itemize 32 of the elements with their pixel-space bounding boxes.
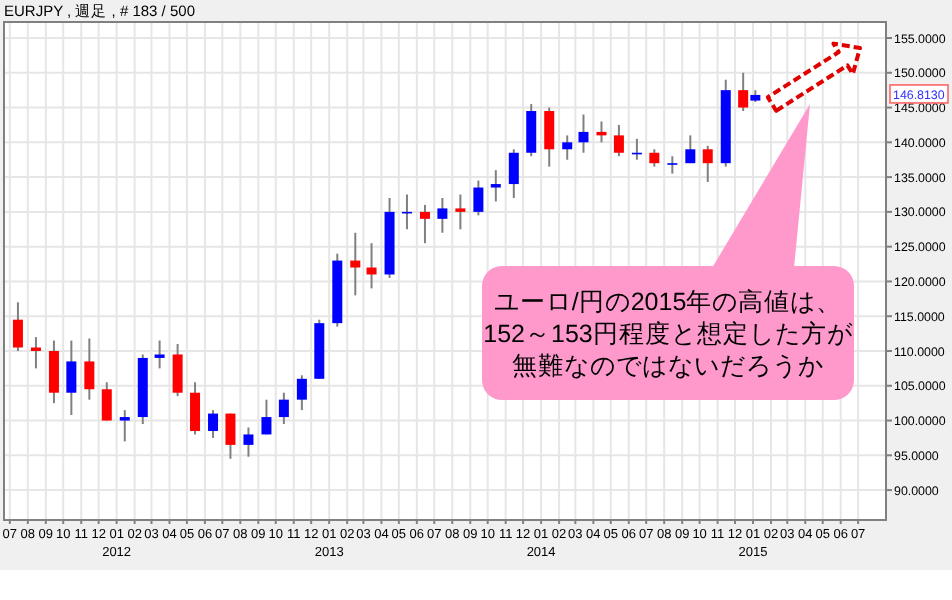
- candlestick: [154, 339, 165, 370]
- candlestick: [12, 301, 23, 352]
- candlestick: [490, 169, 501, 203]
- candlestick: [225, 412, 236, 460]
- candlestick: [437, 196, 448, 234]
- candlestick: [578, 113, 589, 154]
- annotation: ユーロ/円の2015年の高値は、152～153円程度と想定した方が無難なのではないだろうか: [482, 286, 854, 382]
- candlestick: [544, 106, 555, 168]
- candlestick: [473, 179, 484, 217]
- candlestick: [261, 398, 272, 436]
- candlestick: [667, 155, 678, 175]
- candlestick: [101, 381, 112, 422]
- candlestick: [702, 144, 713, 183]
- candlestick: [119, 409, 130, 443]
- candlestick: [508, 148, 519, 199]
- candlestick: [296, 374, 307, 412]
- candlestick: [48, 339, 59, 405]
- candlestick: [278, 391, 289, 426]
- candlestick: [613, 123, 624, 158]
- candlestick: [419, 203, 430, 245]
- candlestick: [738, 71, 749, 113]
- candlestick: [526, 103, 537, 158]
- candlestick: [208, 409, 219, 439]
- candlestick: [243, 426, 254, 458]
- candlestick: [172, 343, 183, 398]
- candlestick: [685, 134, 696, 165]
- candlestick: [66, 339, 77, 416]
- candlestick: [84, 337, 95, 401]
- candlestick: [562, 134, 573, 161]
- candlestick: [455, 193, 466, 231]
- candlestick: [190, 381, 201, 436]
- candlestick: [350, 231, 361, 297]
